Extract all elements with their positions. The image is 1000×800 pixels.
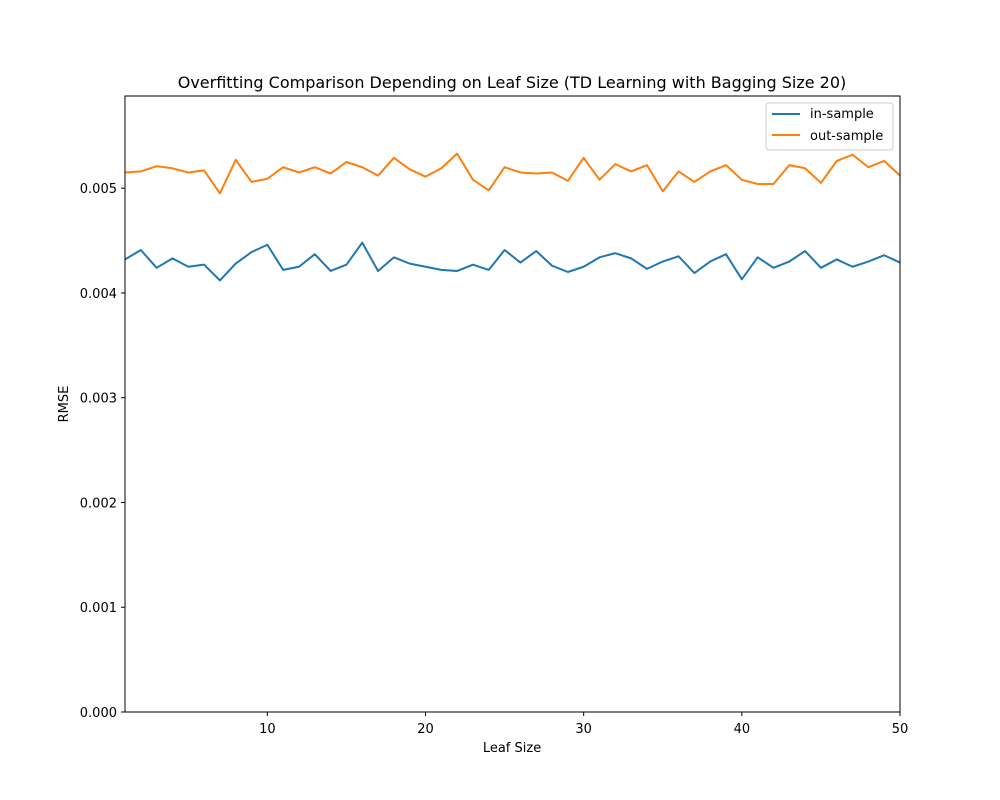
chart-title: Overfitting Comparison Depending on Leaf… [178,73,847,92]
x-tick-label: 20 [417,722,434,737]
x-tick-label: 10 [259,722,276,737]
y-tick-label: 0.002 [80,496,117,511]
y-tick-label: 0.000 [80,706,117,721]
y-tick-label: 0.005 [80,182,117,197]
y-tick-label: 0.003 [80,392,117,407]
legend: in-sample out-sample [765,102,894,151]
x-tick-label: 40 [734,722,751,737]
series-line-out-sample [124,152,901,195]
plot-area [125,96,900,712]
x-tick-label: 30 [575,722,592,737]
legend-label-in-sample: in-sample [810,107,874,122]
y-tick-label: 0.004 [80,287,117,302]
x-axis: 10 20 30 40 50 [259,712,908,737]
y-axis: 0.000 0.001 0.002 0.003 0.004 0.005 [80,182,125,721]
y-axis-label: RMSE [57,386,72,423]
x-axis-label: Leaf Size [483,741,541,756]
legend-label-out-sample: out-sample [810,129,883,144]
x-tick-label: 50 [892,722,909,737]
plot-frame [124,95,901,713]
y-tick-label: 0.001 [80,601,117,616]
series-line-in-sample [124,241,901,282]
series-layer [124,152,901,282]
